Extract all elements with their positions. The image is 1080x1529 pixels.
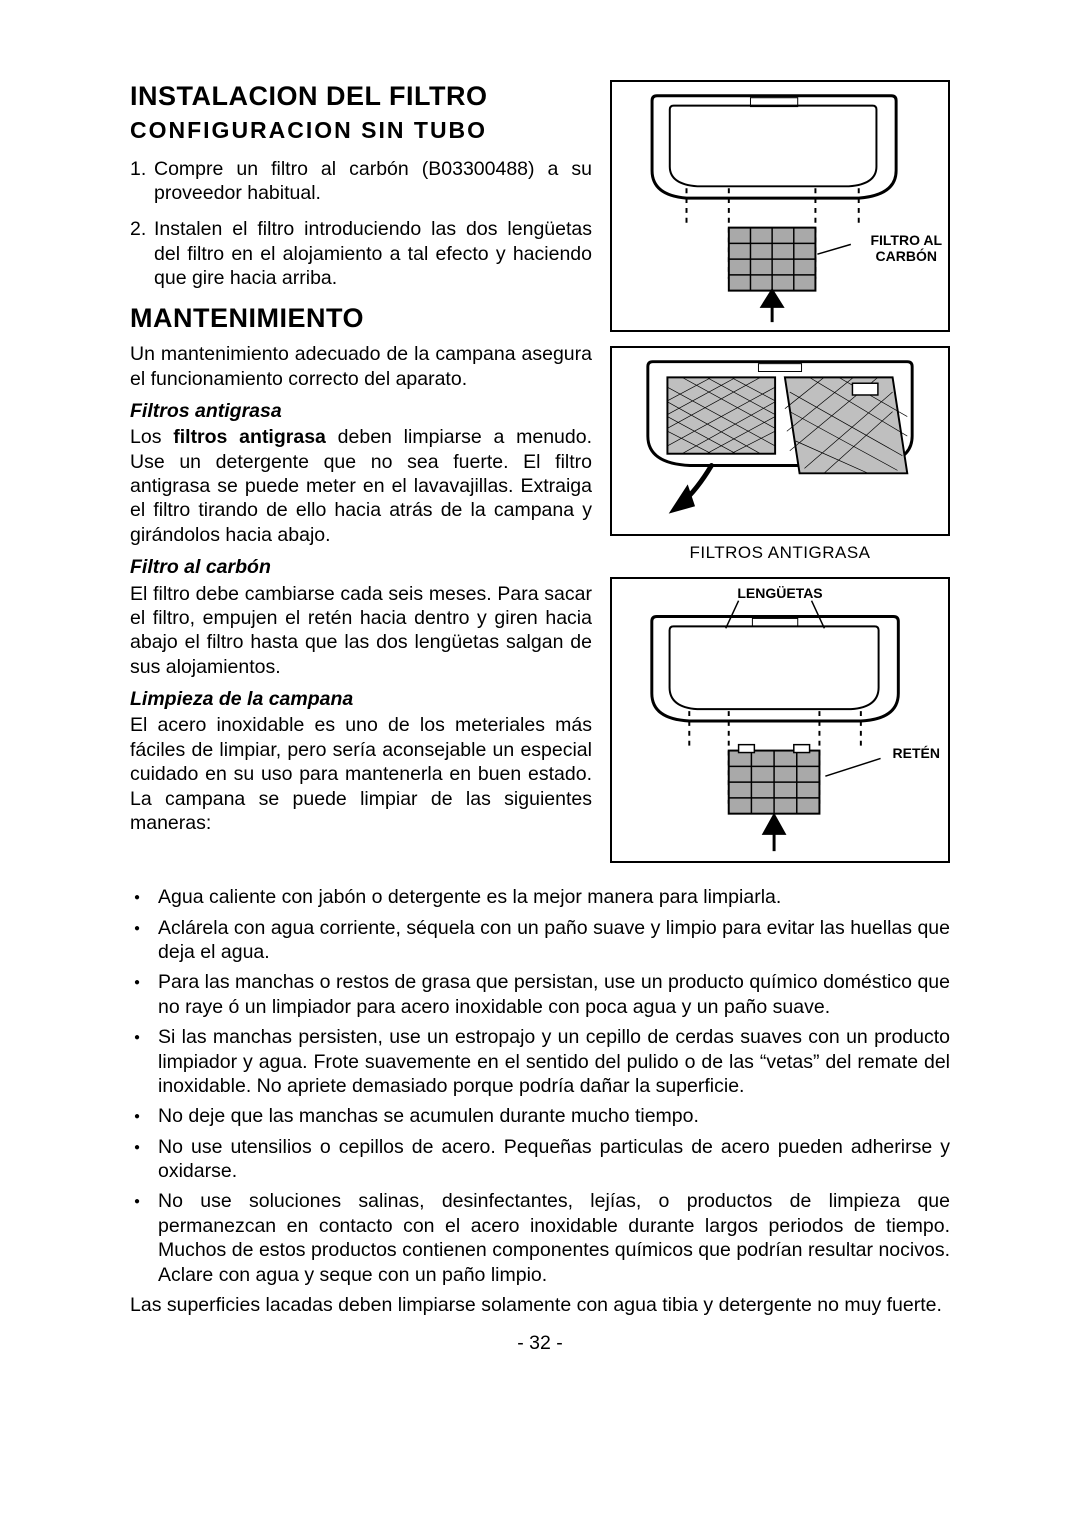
step-number: 1.	[130, 157, 154, 181]
step-text: Instalen el filtro introduciendo las dos…	[154, 217, 592, 290]
list-item: Agua caliente con jabón o detergente es …	[130, 885, 950, 909]
list-item: Para las manchas o restos de grasa que p…	[130, 970, 950, 1019]
section-grease-title: Filtros antigrasa	[130, 399, 592, 423]
section-clean-title: Limpieza de la campana	[130, 687, 592, 711]
list-item: Si las manchas persisten, use un estropa…	[130, 1025, 950, 1098]
section-clean-body: El acero inoxidable es uno de los meteri…	[130, 713, 592, 835]
list-item: 1. Compre un filtro al carbón (B03300488…	[130, 157, 592, 206]
figure-label-carbon: FILTRO ALCARBÓN	[870, 232, 942, 264]
doc-title-line1: INSTALACION DEL FILTRO	[130, 80, 592, 114]
section-carbon-title: Filtro al carbón	[130, 555, 592, 579]
install-steps: 1. Compre un filtro al carbón (B03300488…	[130, 157, 592, 291]
page-number: - 32 -	[130, 1331, 950, 1355]
step-text: Compre un filtro al carbón (B03300488) a…	[154, 157, 592, 206]
cleaning-tips: Agua caliente con jabón o detergente es …	[130, 885, 950, 1287]
section-carbon-body: El filtro debe cambiarse cada seis meses…	[130, 582, 592, 680]
figure-tabs-retainer: LENGÜETAS RETÉN	[610, 577, 950, 863]
list-item: No use utensilios o cepillos de acero. P…	[130, 1135, 950, 1184]
figure-label-retainer: RETÉN	[893, 745, 940, 761]
figure-caption-grease: FILTROS ANTIGRASA	[610, 542, 950, 563]
maintenance-intro: Un mantenimiento adecuado de la campana …	[130, 342, 592, 391]
closing-text: Las superficies lacadas deben limpiarse …	[130, 1293, 950, 1317]
figure-grease-filters	[610, 346, 950, 536]
doc-title-line2: CONFIGURACION SIN TUBO	[130, 116, 592, 145]
step-number: 2.	[130, 217, 154, 241]
list-item: No deje que las manchas se acumulen dura…	[130, 1104, 950, 1128]
figure-label-tabs: LENGÜETAS	[612, 585, 948, 601]
section-grease-body: Los filtros antigrasa deben limpiarse a …	[130, 425, 592, 547]
list-item: Aclárela con agua corriente, séquela con…	[130, 916, 950, 965]
list-item: 2. Instalen el filtro introduciendo las …	[130, 217, 592, 290]
maintenance-title: MANTENIMIENTO	[130, 302, 592, 336]
list-item: No use soluciones salinas, desinfectante…	[130, 1189, 950, 1287]
figure-carbon-filter: FILTRO ALCARBÓN	[610, 80, 950, 332]
